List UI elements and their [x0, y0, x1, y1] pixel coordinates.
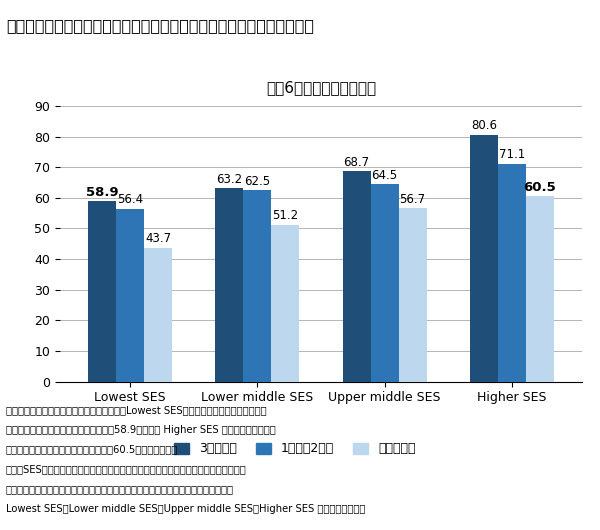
Text: 母親学歴の三つの変数を合成した指標。当該指標を４等分し、値の低いグループから: 母親学歴の三つの変数を合成した指標。当該指標を４等分し、値の低いグループから	[6, 484, 234, 494]
Text: 56.7: 56.7	[400, 192, 426, 206]
Bar	[371, 184, 398, 382]
Title: 小学6年生・国語（基礎）: 小学6年生・国語（基礎）	[266, 80, 376, 95]
Text: 以上勉強する際に得られる得点期待値（58.9）よりも Higher SES の家庭ではまったく: 以上勉強する際に得られる得点期待値（58.9）よりも Higher SES の家…	[6, 425, 276, 435]
Text: 63.2: 63.2	[216, 173, 242, 185]
Bar	[271, 225, 299, 382]
Text: 勉強しない生徒が得られる得点期待値（60.5）の方が高い。: 勉強しない生徒が得られる得点期待値（60.5）の方が高い。	[6, 445, 178, 455]
Bar	[526, 196, 554, 382]
Text: 43.7: 43.7	[145, 232, 171, 245]
Text: 68.7: 68.7	[344, 156, 370, 169]
Text: 小学校６年生・国語（基礎）での調査結果。Lowest SES（注）の生徒が家庭内で３時間: 小学校６年生・国語（基礎）での調査結果。Lowest SES（注）の生徒が家庭内…	[6, 405, 266, 416]
Text: 60.5: 60.5	[524, 181, 556, 194]
Bar	[144, 248, 172, 382]
Text: 62.5: 62.5	[244, 175, 271, 188]
Text: 51.2: 51.2	[272, 209, 298, 223]
Bar	[215, 188, 244, 382]
Bar	[398, 208, 427, 382]
Text: 58.9: 58.9	[86, 186, 118, 199]
Bar	[470, 135, 498, 382]
Text: 家庭の社会・経済的背景と学力の関係（お茶の水女子大学による調査）: 家庭の社会・経済的背景と学力の関係（お茶の水女子大学による調査）	[6, 19, 314, 33]
Legend: 3時間以上, 1時間〜2時間, 全くしない: 3時間以上, 1時間〜2時間, 全くしない	[169, 437, 421, 461]
Bar	[116, 209, 144, 382]
Text: 80.6: 80.6	[471, 119, 497, 132]
Bar	[498, 164, 526, 382]
Text: 56.4: 56.4	[117, 193, 143, 207]
Text: Lowest SES、Lower middle SES、Upper middle SES、Higher SES として分類する。: Lowest SES、Lower middle SES、Upper middle…	[6, 504, 365, 514]
Text: 71.1: 71.1	[499, 148, 525, 162]
Text: （注）SES（社会経済的背景）　保護者に対する調査結果から、家庭所得・父親学歴・: （注）SES（社会経済的背景） 保護者に対する調査結果から、家庭所得・父親学歴・	[6, 464, 247, 474]
Bar	[343, 171, 371, 382]
Text: 64.5: 64.5	[371, 169, 398, 182]
Bar	[88, 201, 116, 382]
Bar	[244, 190, 271, 382]
